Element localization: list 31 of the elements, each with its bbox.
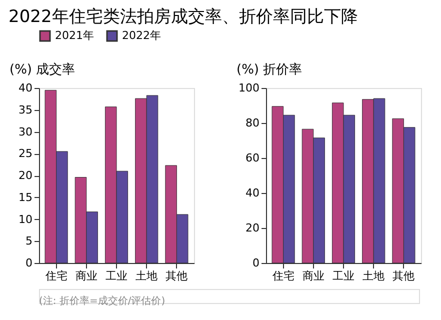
x-tick-label: 工业 [106, 270, 128, 282]
x-tick-label: 商业 [302, 270, 324, 282]
x-tick-label: 其他 [392, 270, 415, 282]
x-tick-label: 住宅 [272, 270, 294, 282]
y-tick-label: 10 [18, 212, 32, 226]
y-tick-label: 40 [246, 186, 260, 200]
y-tick-label: 80 [246, 116, 260, 130]
y-tick-label: 20 [18, 169, 32, 182]
x-tick-label: 工业 [332, 270, 354, 282]
y-axis-title: (%) 折价率 [236, 62, 302, 78]
x-tick-label: 土地 [136, 270, 158, 282]
y-tick-label: 20 [246, 222, 260, 234]
x-tick-label: 其他 [166, 270, 188, 282]
y-tick-label: 25 [18, 147, 32, 160]
y-tick-label: 100 [238, 82, 260, 94]
y-tick-label: 40 [18, 82, 32, 94]
y-tick-label: 0 [26, 256, 32, 270]
y-tick-label: 35 [18, 103, 32, 116]
x-tick-label: 住宅 [45, 270, 68, 282]
y-tick-label: 15 [18, 190, 32, 204]
chart-title: 2022年住宅类法拍房成交率、折价率同比下降 [8, 7, 358, 27]
x-tick-label: 商业 [75, 270, 98, 282]
text: (注: 折价率=成交价/评估价) [39, 295, 166, 307]
x-tick-label: 土地 [362, 270, 385, 282]
y-tick-label: 5 [26, 234, 32, 248]
y-tick-label: 30 [18, 125, 32, 138]
legend-label: 2022年 [122, 29, 161, 42]
y-tick-label: 0 [252, 256, 260, 270]
y-tick-label: 60 [246, 152, 260, 164]
legend-label: 2021年 [55, 29, 94, 42]
y-axis-title: (%) 成交率 [10, 62, 76, 78]
